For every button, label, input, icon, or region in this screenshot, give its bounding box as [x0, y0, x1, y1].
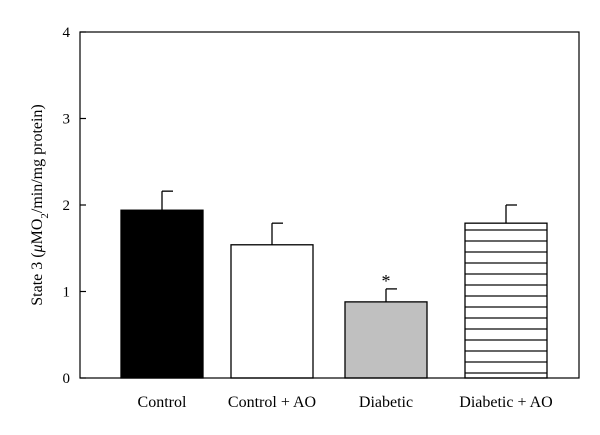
x-tick-label: Diabetic	[359, 394, 413, 411]
y-tick-label: 2	[63, 198, 71, 214]
x-tick-label: Control + AO	[228, 394, 316, 411]
bar-3	[464, 222, 548, 379]
bar-1	[230, 244, 314, 379]
x-tick-label: Control	[138, 394, 187, 411]
bar-2	[344, 301, 428, 379]
y-tick-label: 3	[63, 112, 71, 128]
y-axis-label: State 3 (μMO2/min/mg protein)	[29, 104, 51, 306]
y-axis: 0 1 2 3 4	[63, 25, 86, 387]
bar-0	[120, 209, 204, 379]
x-tick-label: Diabetic + AO	[459, 394, 552, 411]
significance-marker: *	[382, 271, 391, 291]
bars-group	[120, 209, 548, 379]
y-tick-label: 0	[63, 371, 71, 387]
y-tick-label: 1	[63, 285, 71, 301]
annotations-group: *	[382, 271, 391, 291]
error-bars-group	[161, 190, 517, 302]
x-axis: Control Control + AO Diabetic Diabetic + AO	[138, 394, 553, 411]
y-tick-label: 4	[63, 25, 71, 41]
